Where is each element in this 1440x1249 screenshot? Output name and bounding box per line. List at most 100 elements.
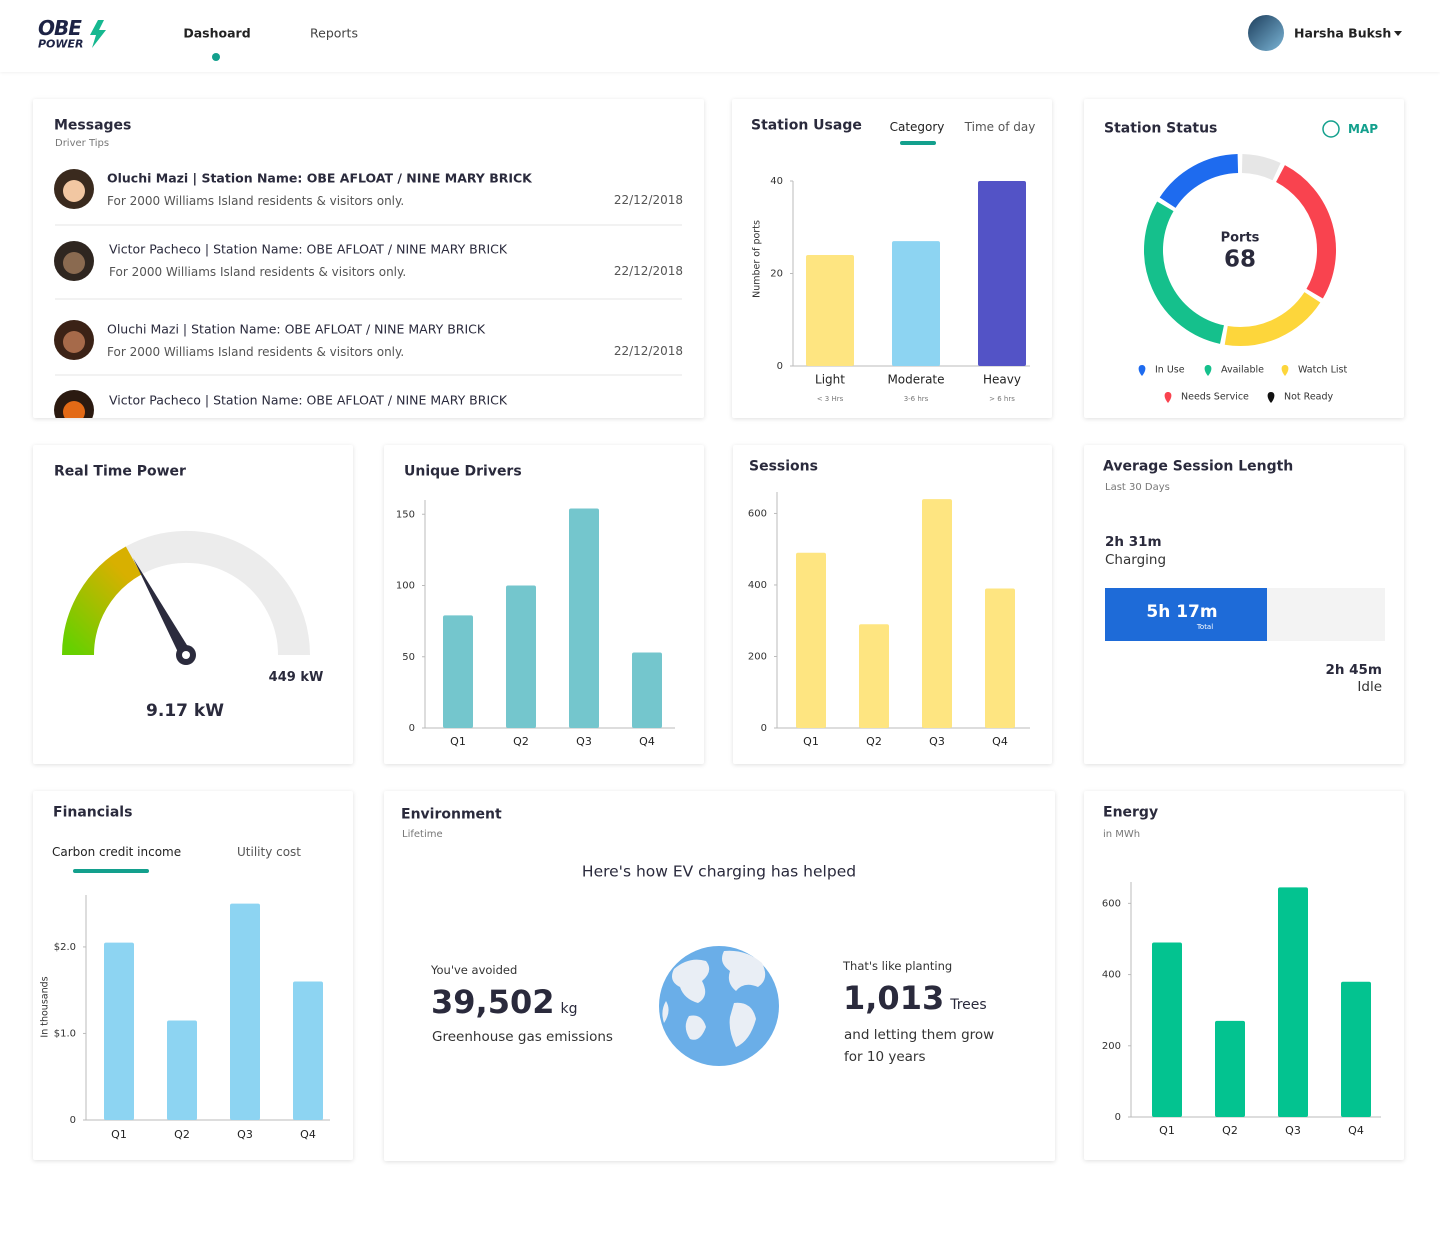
bar (1341, 981, 1371, 1117)
card-title: Financials (53, 804, 133, 821)
total-label: Total (1196, 622, 1214, 631)
message-text: For 2000 Williams Island residents & vis… (107, 193, 405, 208)
avatar-face (63, 252, 85, 274)
x-tick-label: Q2 (1222, 1124, 1238, 1137)
avoided-label: Greenhouse gas emissions (432, 1028, 613, 1045)
gauge-value: 9.17 kW (146, 700, 224, 721)
x-tick-label: Q2 (866, 735, 882, 748)
card-title: Messages (54, 117, 132, 134)
card-subtitle: Lifetime (402, 829, 443, 840)
chart (54, 169, 682, 418)
x-tick-label: Q3 (1285, 1124, 1301, 1137)
y-tick-label: $1.0 (54, 1028, 76, 1039)
donut-center-value: 68 (1224, 247, 1256, 273)
avatar-face (63, 401, 85, 418)
bar (1152, 942, 1182, 1117)
unique-drivers-card: Unique Drivers 0 50 100 150 Q1 Q2 Q3 Q4 (384, 445, 704, 764)
stat-unit: Trees (950, 997, 987, 1013)
tab-underline (900, 141, 936, 145)
station-usage-card: Station Usage Category Time of day 0 20 40 Lig… (732, 99, 1052, 418)
x-tick-label: Q3 (929, 735, 945, 748)
logo-bottom: POWER (38, 37, 84, 51)
bar (985, 588, 1015, 728)
globe-land (662, 950, 766, 1047)
nav-item[interactable]: Dashoard (183, 25, 251, 41)
sessions-card: Sessions 0 200 400 600 Q1 Q2 Q3 Q4 (733, 445, 1052, 764)
legend-pin (1164, 392, 1172, 403)
x-tick-label: Moderate (887, 373, 944, 387)
donut-segment (1224, 291, 1321, 346)
y-tick-label: 100 (396, 581, 415, 592)
session-bar-charging (1105, 588, 1267, 641)
tab[interactable]: Utility cost (236, 844, 302, 859)
legend-pin (1281, 365, 1289, 376)
user-name[interactable]: Harsha Buksh (1294, 25, 1392, 41)
bar (1215, 1020, 1245, 1117)
header-icons (90, 15, 1402, 61)
stat-row: 1,013 Trees (843, 979, 987, 1017)
user-caret[interactable] (1394, 31, 1402, 36)
x-tick-label: Q1 (803, 735, 819, 748)
y-tick-label: 0 (777, 361, 783, 372)
donut-segment (1241, 154, 1281, 181)
avoided-intro: You've avoided (431, 963, 518, 978)
message-date: 22/12/2018 (613, 263, 683, 278)
x-tick-label: Q3 (576, 735, 592, 748)
tab[interactable]: Time of day (964, 119, 1036, 134)
y-tick-label: 150 (396, 509, 415, 520)
legend-label: Needs Service (1181, 392, 1249, 403)
chart: 0 200 400 600 Q1 Q2 Q3 Q4 (1102, 882, 1381, 1137)
user-avatar[interactable] (1248, 15, 1284, 51)
legend-pin (1267, 392, 1275, 403)
card-title: Unique Drivers (404, 463, 522, 480)
messages-card: Messages Driver Tips Oluchi Mazi | Station… (33, 99, 704, 418)
nav-item[interactable]: Reports (310, 25, 358, 41)
card-title: Real Time Power (54, 463, 186, 480)
gauge-track (125, 530, 310, 656)
map-icon (1322, 120, 1340, 138)
y-tick-label: 600 (1102, 898, 1121, 909)
header: OBE POWER Dashoard Reports Harsha Buksh (0, 0, 1440, 72)
x-tick-label: Q1 (111, 1128, 127, 1141)
y-tick-label: 40 (770, 176, 783, 187)
legend-label: Not Ready (1284, 392, 1334, 403)
stat-unit: kg (560, 1001, 578, 1017)
tab[interactable]: Category (889, 119, 945, 134)
bar (859, 624, 889, 728)
bar (922, 499, 952, 728)
bar (506, 585, 536, 728)
y-axis-label: In thousands (40, 976, 51, 1037)
x-tick-label: Light (815, 373, 845, 387)
y-tick-label: 50 (402, 652, 415, 663)
gauge (61, 530, 310, 665)
x-sublabel: 3-6 hrs (904, 395, 929, 403)
bar (978, 181, 1026, 366)
x-tick-label: Q4 (639, 735, 655, 748)
bar (230, 903, 260, 1120)
stat-row: 39,502 kg (431, 983, 577, 1021)
logo-bolt (90, 20, 106, 48)
card-subtitle: Driver Tips (55, 138, 110, 149)
trees-label: and letting them grow (844, 1026, 995, 1043)
y-tick-label: 0 (409, 723, 415, 734)
message-sender: Victor Pacheco | Station Name: OBE AFLOA… (109, 241, 508, 257)
legend-label: In Use (1155, 365, 1185, 376)
donut-center-label: Ports (1221, 231, 1260, 246)
gauge-hub-dot (182, 651, 190, 659)
y-tick-label: 400 (1102, 970, 1121, 981)
message-date: 22/12/2018 (613, 343, 683, 358)
headline: Here's how EV charging has helped (581, 862, 857, 881)
bar (806, 255, 854, 366)
chart: 0 20 40 Light < 3 Hrs Moderate 3-6 hrs Heavy > 6… (752, 176, 1030, 403)
y-tick-label: 0 (70, 1115, 76, 1126)
x-sublabel: > 6 hrs (989, 395, 1015, 403)
legend-label: Available (1221, 365, 1264, 376)
x-tick-label: Q2 (174, 1128, 190, 1141)
message-sender: Oluchi Mazi | Station Name: OBE AFLOAT /… (107, 321, 486, 337)
total-time: 5h 17m (1146, 601, 1218, 622)
avg-session-card: Average Session Length Last 30 Days 2h 31m… (1084, 445, 1404, 764)
map-link[interactable]: MAP (1348, 121, 1379, 136)
real-time-power-card: Real Time Power 9.17 kW 449 kW (33, 445, 353, 764)
tab[interactable]: Carbon credit income (52, 844, 182, 859)
